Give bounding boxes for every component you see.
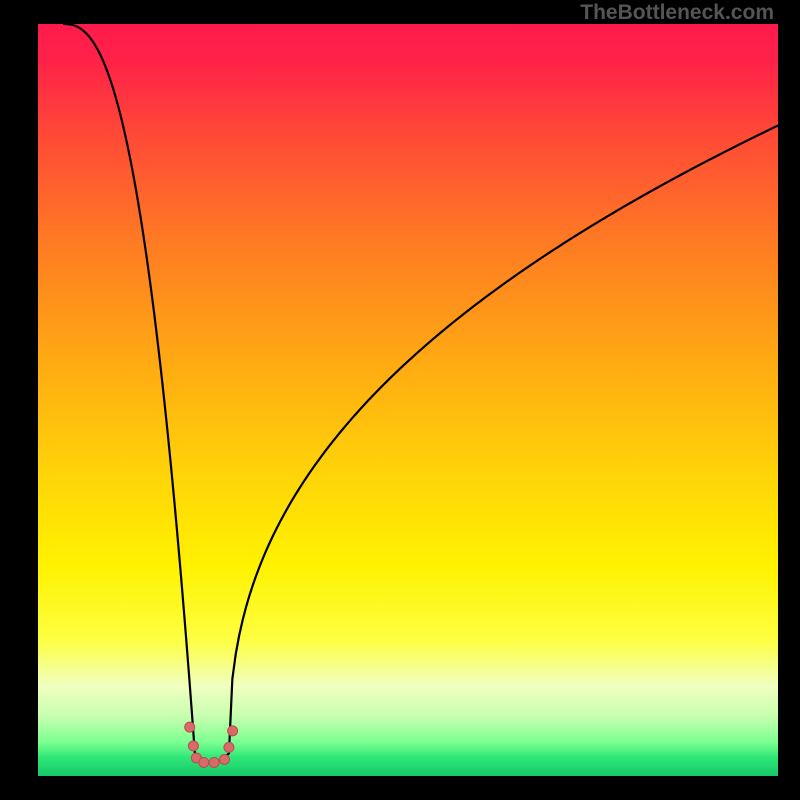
data-point xyxy=(199,757,209,767)
data-point xyxy=(228,726,238,736)
plot-area xyxy=(38,24,778,776)
data-point xyxy=(209,757,219,767)
curve-overlay xyxy=(38,24,778,776)
data-point xyxy=(185,722,195,732)
data-point xyxy=(188,741,198,751)
watermark-text: TheBottleneck.com xyxy=(580,1,774,25)
data-point xyxy=(224,742,234,752)
chart-frame: TheBottleneck.com xyxy=(0,0,800,800)
data-point xyxy=(219,754,229,764)
bottleneck-curve xyxy=(63,24,778,762)
